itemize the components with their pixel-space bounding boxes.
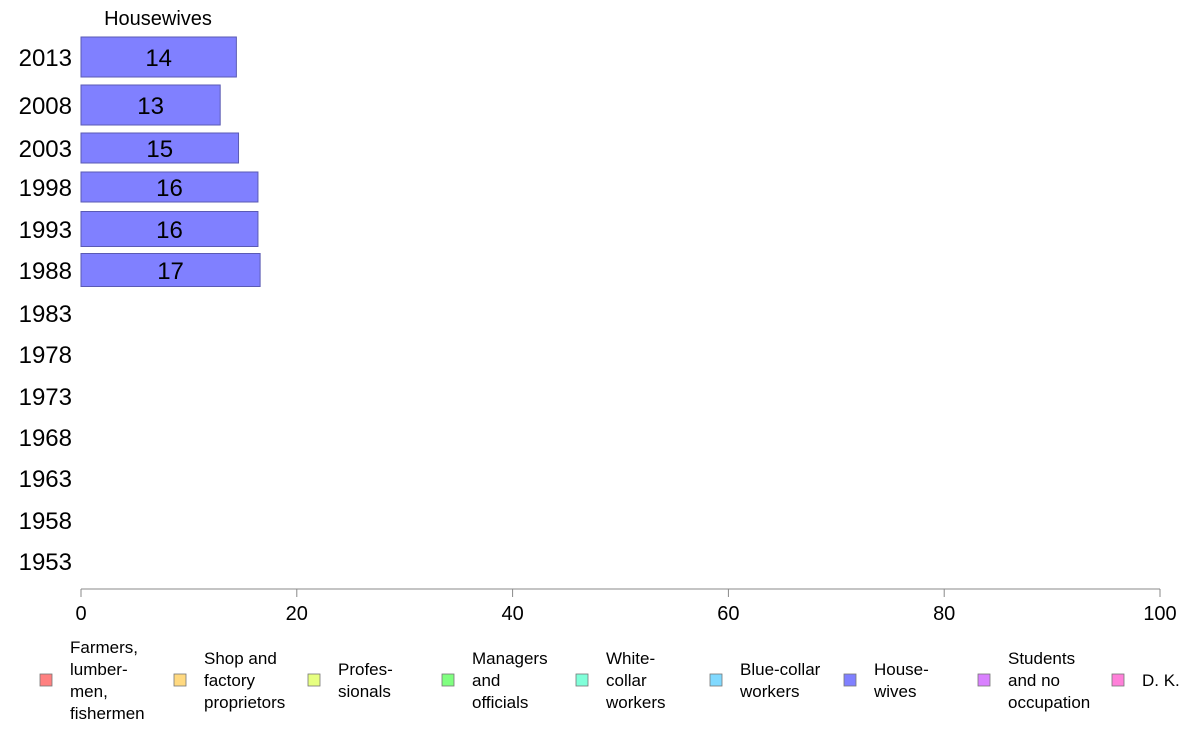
y-tick-label: 1988 <box>19 258 72 285</box>
legend-swatch <box>307 673 321 687</box>
bar-value-label: 13 <box>137 93 164 120</box>
x-tick-label: 80 <box>933 603 955 625</box>
bar <box>80 171 259 203</box>
legend-swatch <box>173 673 187 687</box>
legend-label: Farmers, lumber-men, fishermen <box>70 638 145 723</box>
y-tick-label: 1998 <box>19 175 72 202</box>
y-tick-label: 2013 <box>19 45 72 72</box>
legend-swatch <box>843 673 857 687</box>
y-tick-label: 1978 <box>19 342 72 369</box>
legend-swatch <box>575 673 589 687</box>
y-tick-label: 1993 <box>19 217 72 244</box>
bar <box>80 132 240 164</box>
legend-swatch <box>441 673 455 687</box>
x-tick-label: 100 <box>1143 603 1176 625</box>
bar-value-label: 16 <box>156 175 183 202</box>
x-tick-label: 20 <box>286 603 308 625</box>
legend-swatch <box>977 673 991 687</box>
y-tick-label: 2003 <box>19 136 72 163</box>
y-tick-label: 1973 <box>19 384 72 411</box>
bar <box>80 211 259 247</box>
legend-label: White-collar workers <box>605 649 666 712</box>
legend-label: Profes-sionals <box>338 660 393 701</box>
y-tick-label: 1963 <box>19 466 72 493</box>
y-tick-label: 2008 <box>19 93 72 120</box>
y-tick-label: 1968 <box>19 425 72 452</box>
legend-label: Blue-collar workers <box>739 660 821 701</box>
bar-value-label: 16 <box>156 217 183 244</box>
legend-label: D. K. <box>1142 671 1180 690</box>
legend-swatch <box>39 673 53 687</box>
legend-label: Shop and factory proprietors <box>204 649 285 712</box>
legend-label: Managers and officials <box>472 649 548 712</box>
panel-title: Housewives <box>104 8 212 30</box>
x-tick-label: 60 <box>717 603 739 625</box>
bar <box>80 36 237 78</box>
y-tick-label: 1983 <box>19 301 72 328</box>
x-tick-label: 40 <box>501 603 523 625</box>
legend-label: Students and no occupation <box>1008 649 1090 712</box>
y-tick-label: 1958 <box>19 508 72 535</box>
legend-label: House-wives <box>873 660 929 701</box>
x-tick-label: 0 <box>75 603 86 625</box>
legend-swatch <box>1111 673 1125 687</box>
bar-value-label: 15 <box>146 136 173 163</box>
bar <box>80 253 261 287</box>
bar-value-label: 14 <box>145 45 172 72</box>
bar <box>80 84 221 126</box>
bar-value-label: 17 <box>157 258 184 285</box>
y-tick-label: 1953 <box>19 549 72 576</box>
legend-swatch <box>709 673 723 687</box>
